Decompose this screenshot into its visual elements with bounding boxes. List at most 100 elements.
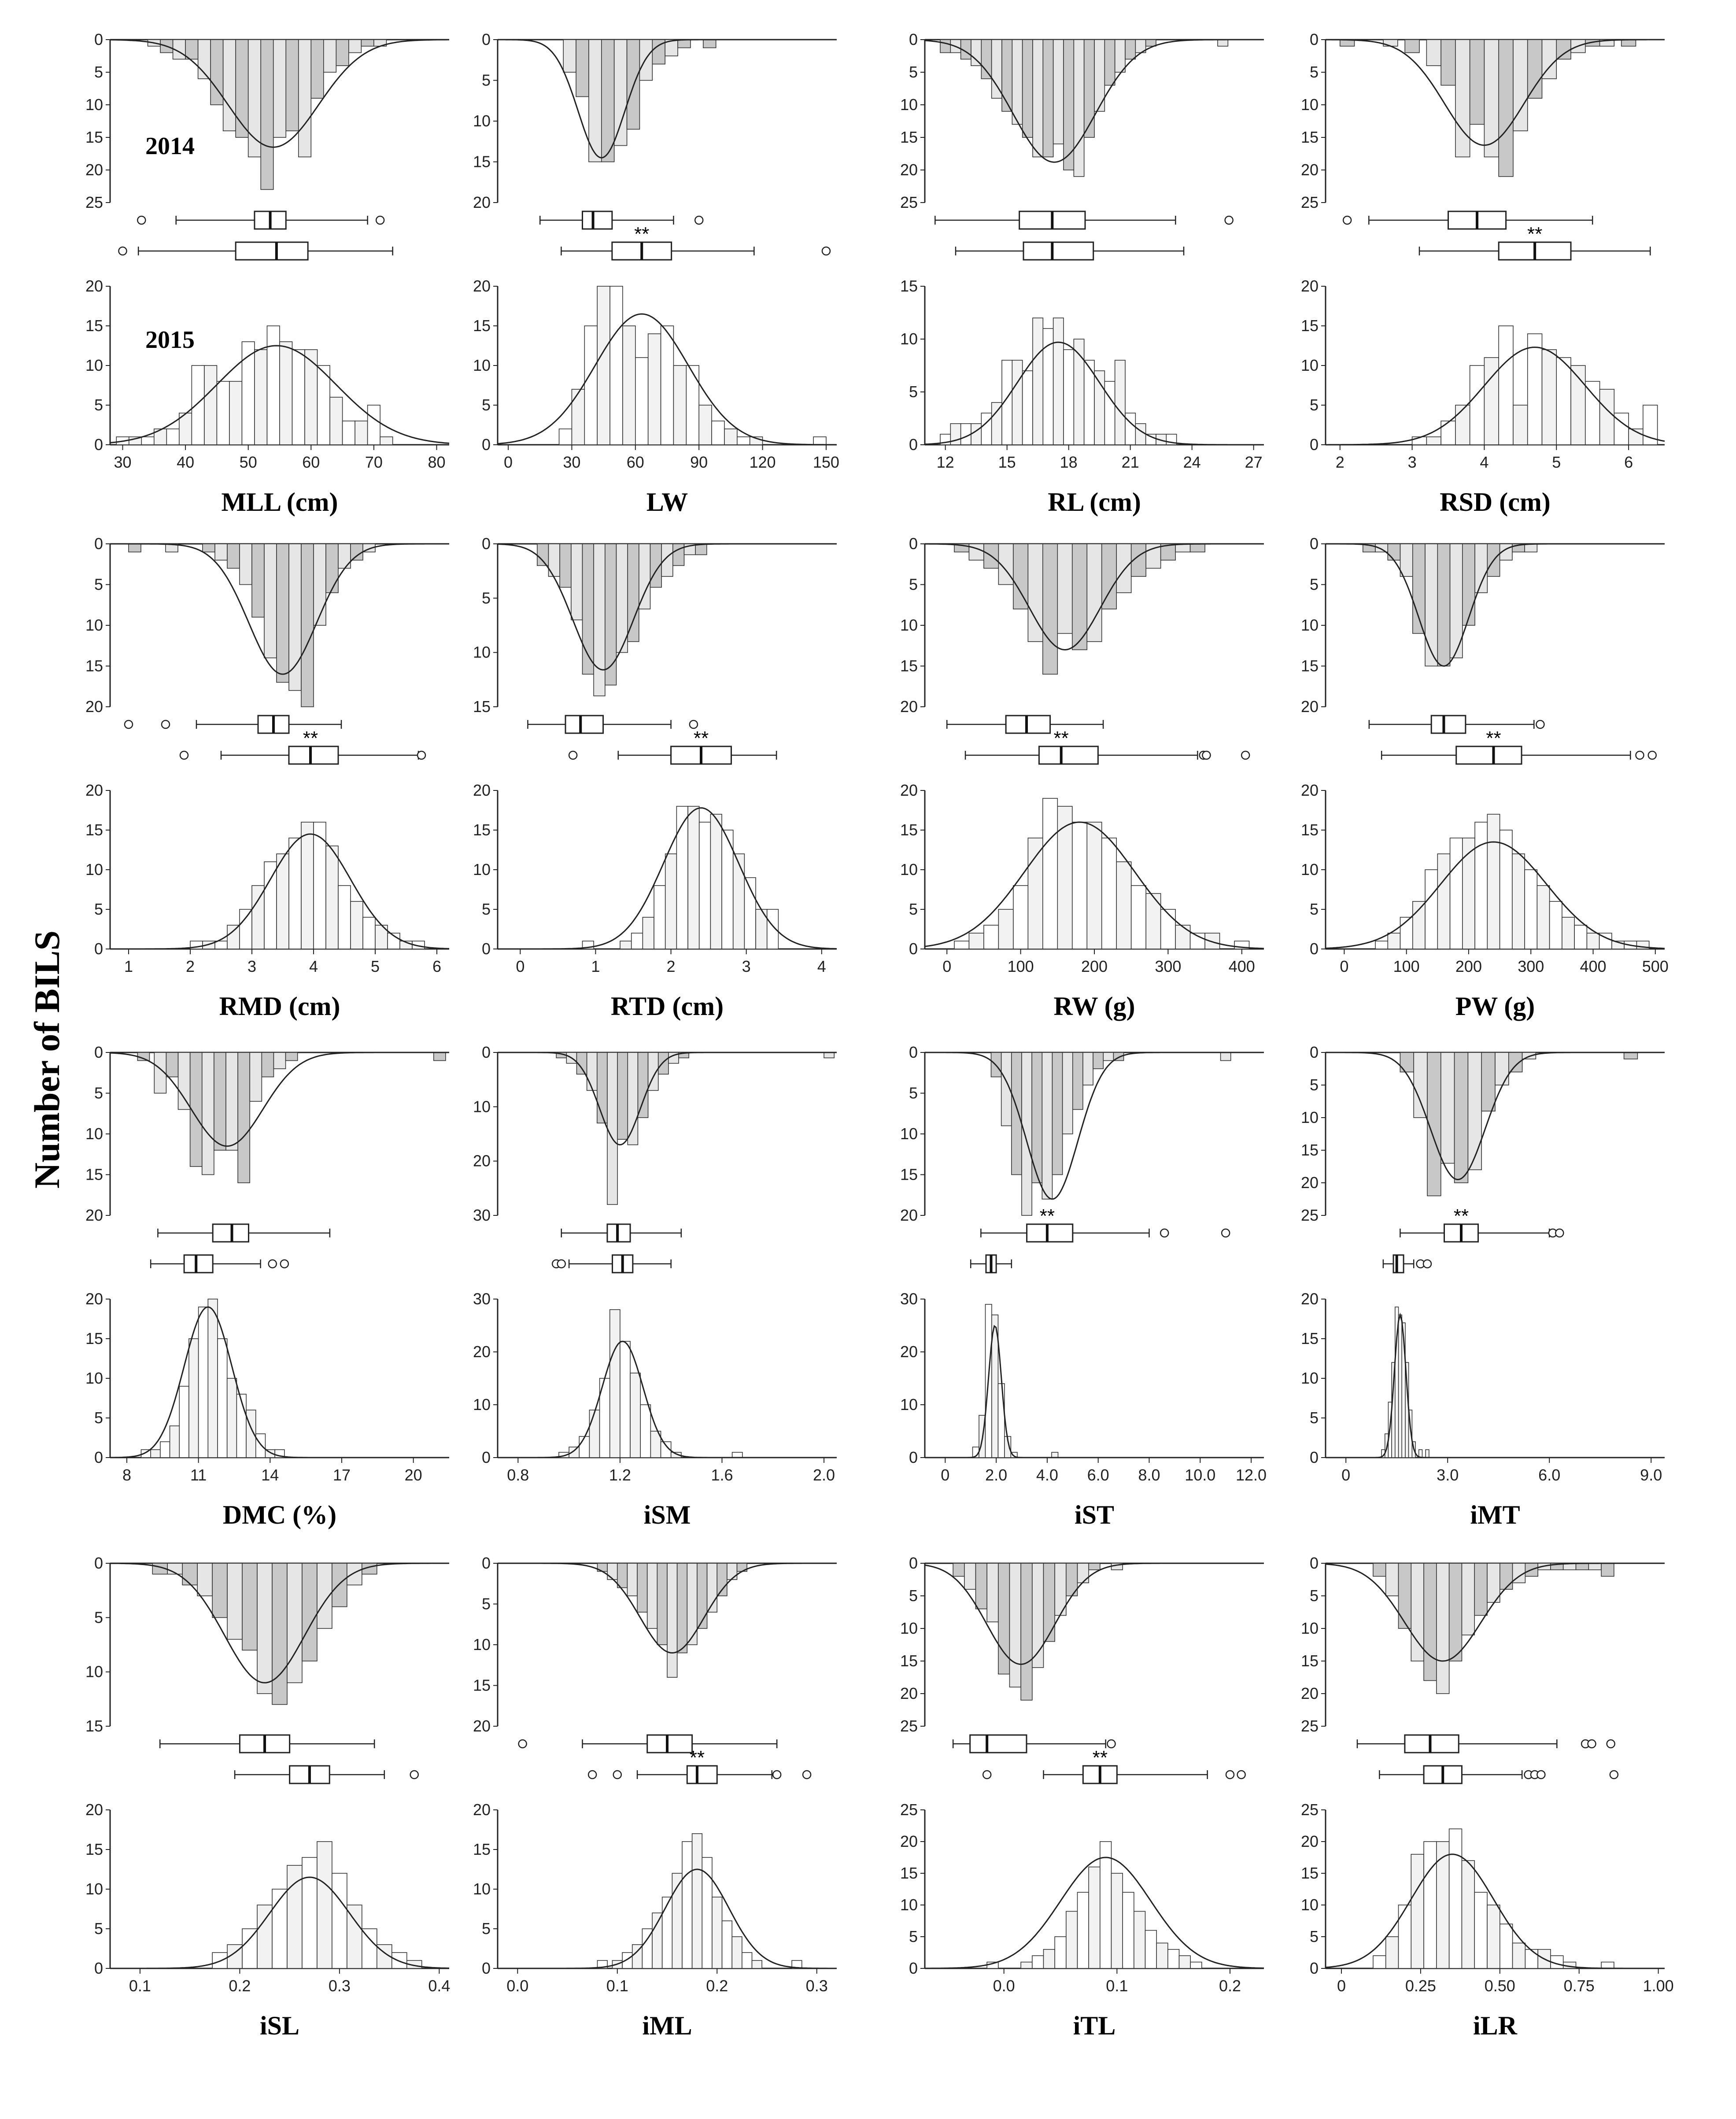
top-bar — [617, 1052, 628, 1140]
outlier — [410, 1770, 419, 1779]
top-bar — [1042, 1052, 1053, 1200]
bottom-y-tick-label: 0 — [1310, 940, 1319, 958]
outlier — [772, 1770, 782, 1779]
top-bar — [310, 39, 324, 99]
top-bar — [657, 1052, 669, 1075]
bottom-bar — [236, 1394, 247, 1458]
bottom-bar — [276, 853, 289, 949]
bottom-bar — [1111, 1873, 1123, 1969]
bottom-bar — [597, 286, 610, 445]
outlier — [1202, 750, 1211, 760]
bottom-bar — [362, 917, 376, 949]
bottom-bar — [1455, 405, 1470, 445]
top-bar — [637, 1052, 649, 1118]
top-y-tick-label: 10 — [473, 1635, 491, 1654]
x-tick-label: 1 — [591, 957, 600, 975]
x-tick-label: 0.0 — [506, 1977, 528, 1995]
bottom-y-tick-label: 30 — [900, 1290, 918, 1308]
bottom-y-tick-label: 20 — [85, 781, 103, 799]
top-bar — [214, 1052, 226, 1151]
bottom-bar — [687, 806, 700, 949]
outlier — [1342, 215, 1352, 225]
top-bar — [347, 1563, 362, 1586]
bottom-bar — [255, 1433, 266, 1458]
bottom-bar — [640, 1404, 651, 1458]
top-bar — [613, 39, 628, 146]
top-bar — [617, 1563, 628, 1588]
box — [288, 746, 339, 765]
panel-imt: 0 5 10 15 20 25 ** 0 5 10 15 20 0 3.0 6.0 9.0 iMT — [1301, 1043, 1665, 1529]
top-bar — [703, 39, 717, 48]
bottom-bar — [731, 1452, 743, 1458]
top-bar — [1425, 543, 1438, 667]
top-bar — [968, 543, 984, 561]
top-bar — [1027, 543, 1043, 642]
bottom-normal-fit — [924, 821, 1264, 949]
bottom-bar — [239, 909, 252, 949]
top-bar — [1011, 1052, 1022, 1175]
top-y-tick-label: 10 — [1301, 1108, 1319, 1126]
top-y-tick-label: 0 — [1310, 535, 1319, 553]
top-y-tick-label: 0 — [909, 535, 918, 553]
top-y-tick-label: 10 — [85, 96, 103, 114]
x-tick-label: 5 — [1552, 453, 1561, 471]
x-tick-label: 400 — [1580, 957, 1606, 975]
panel-lw: 0 5 10 15 20 ** 0 5 10 15 20 0 30 60 90 120 150 LW — [473, 30, 839, 517]
top-bar — [1385, 1563, 1399, 1596]
top-bar — [588, 39, 602, 162]
top-bar — [1013, 543, 1029, 609]
top-bar — [222, 39, 236, 131]
bottom-y-tick-label: 20 — [1301, 277, 1319, 295]
top-bar — [586, 1052, 598, 1091]
bottom-y-tick-label: 10 — [900, 330, 918, 348]
top-bar — [1426, 39, 1441, 66]
x-tick-label: 6 — [432, 957, 441, 975]
bottom-bar — [589, 1410, 600, 1458]
box — [1455, 746, 1522, 765]
x-tick-label: 18 — [1060, 453, 1078, 471]
bottom-bar — [347, 1905, 362, 1969]
top-y-tick-label: 0 — [94, 30, 103, 48]
bottom-bar — [1204, 933, 1220, 949]
bottom-y-tick-label: 5 — [482, 396, 491, 414]
bottom-bar — [1398, 1905, 1412, 1969]
top-bar — [264, 543, 277, 658]
bottom-bar — [968, 933, 984, 949]
top-y-tick-label: 15 — [85, 128, 103, 146]
x-tick-label: 21 — [1122, 453, 1139, 471]
bottom-bar — [216, 381, 230, 445]
bottom-bar — [242, 1928, 258, 1969]
top-bar — [202, 543, 215, 553]
bottom-bar — [670, 1452, 682, 1458]
bottom-y-tick-label: 10 — [900, 1896, 918, 1914]
bottom-y-tick-label: 15 — [473, 317, 491, 335]
boxplot-2014 — [1356, 1734, 1615, 1754]
top-y-tick-label: 5 — [1310, 1076, 1319, 1094]
bottom-bar — [654, 885, 666, 949]
top-y-tick-label: 20 — [1301, 698, 1319, 716]
box — [235, 241, 309, 261]
top-normal-fit — [1326, 39, 1665, 146]
outlier — [375, 215, 385, 225]
top-y-tick-label: 15 — [473, 698, 491, 716]
bottom-y-tick-label: 15 — [85, 317, 103, 335]
top-bar — [1467, 1052, 1482, 1170]
bottom-y-tick-label: 0 — [1310, 436, 1319, 454]
outlier — [1241, 750, 1250, 760]
top-normal-fit — [110, 543, 449, 675]
x-tick-label: 0.2 — [1219, 1977, 1241, 1995]
bottom-y-tick-label: 5 — [1310, 1409, 1319, 1427]
y-axis-label: Number of BILS — [27, 930, 67, 1189]
top-bar — [1103, 1052, 1114, 1061]
top-bar — [571, 543, 583, 620]
top-bar — [227, 543, 240, 569]
top-y-tick-label: 5 — [94, 1608, 103, 1626]
bottom-bar — [631, 933, 643, 949]
bottom-bar — [229, 381, 243, 445]
bottom-bar — [362, 1928, 377, 1969]
top-bar — [991, 39, 1002, 99]
top-bar — [616, 543, 628, 653]
panel-title: RSD (cm) — [1440, 487, 1551, 517]
bottom-y-tick-label: 10 — [473, 356, 491, 374]
top-y-tick-label: 0 — [482, 1554, 491, 1572]
